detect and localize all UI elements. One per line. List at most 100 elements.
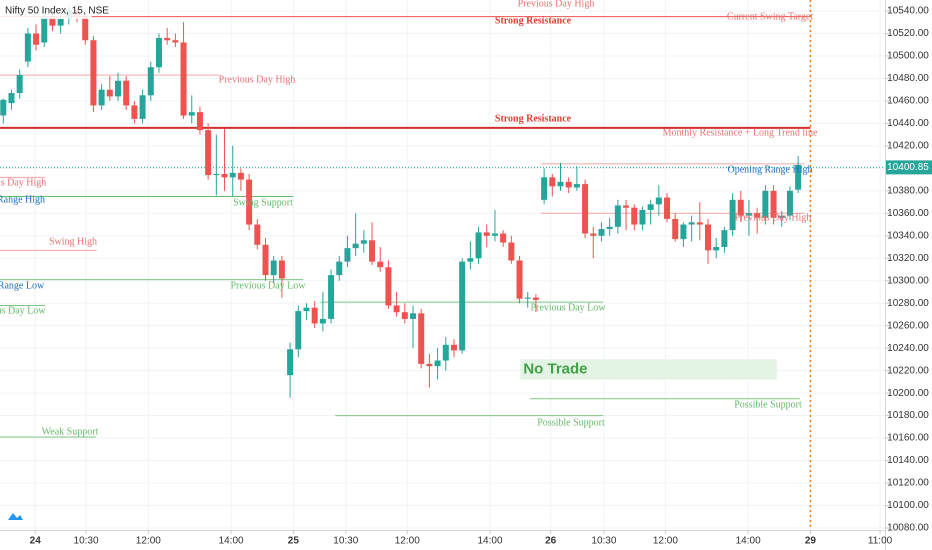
annotation-label: Possible Support [537, 417, 605, 428]
annotation-label: Monthly Resistance + Long Trend line [663, 127, 818, 138]
candle-body [639, 209, 646, 225]
candle-body [295, 311, 302, 350]
candle-body [164, 37, 171, 41]
candle-body [16, 75, 23, 94]
candle-body [762, 190, 769, 218]
y-tick-label: 10080.00 [887, 523, 929, 534]
last-price-tag [886, 160, 932, 175]
annotation-label: Previous Day High [219, 74, 296, 85]
candle-body [278, 260, 285, 279]
candle-body [287, 349, 294, 376]
candle-body [729, 199, 736, 231]
candle-body [401, 312, 408, 319]
y-tick-label: 10360.00 [887, 208, 929, 219]
annotation-label: Swing High [49, 236, 97, 247]
candle-body [647, 204, 654, 210]
candle-body [213, 173, 220, 176]
y-tick-label: 10340.00 [887, 230, 929, 241]
x-tick-label: 12:00 [136, 536, 161, 547]
zone-label: No Trade [523, 360, 587, 377]
y-tick-label: 10520.00 [887, 28, 929, 39]
y-tick-label: 10300.00 [887, 275, 929, 286]
y-tick-label: 10240.00 [887, 343, 929, 354]
candle-body [483, 232, 490, 236]
annotation-label: Strong Resistance [495, 113, 572, 124]
candle-body [57, 18, 64, 26]
candle-body [8, 93, 15, 104]
candle-body [672, 218, 679, 240]
y-tick-label: 10380.00 [887, 185, 929, 196]
annotation-label: Swing Support [233, 197, 293, 208]
candle-body [557, 181, 564, 187]
candle-body [434, 360, 441, 367]
y-tick-label: 10280.00 [887, 298, 929, 309]
axes: 10540.00 10520.00 10500.00 10480.00 10460.00… [30, 6, 932, 547]
candle-body [360, 240, 367, 244]
candle-body [590, 233, 597, 236]
x-tick-label: 12:00 [395, 536, 420, 547]
x-tick-label: 11:00 [868, 536, 893, 547]
candle-body [778, 215, 785, 218]
y-tick-label: 10480.00 [887, 73, 929, 84]
candle-body [795, 164, 802, 190]
candle-body [24, 33, 31, 62]
annotation-label: us Day High [0, 177, 46, 188]
levels [0, 0, 885, 530]
candle-body [721, 230, 728, 248]
x-tick-label: 25 [288, 536, 300, 547]
y-tick-label: 10540.00 [887, 6, 929, 17]
y-tick-label: 10460.00 [887, 96, 929, 107]
logo-mark [8, 513, 23, 520]
candle-body [385, 267, 392, 306]
time-axis-bg [0, 531, 886, 550]
candle-body [573, 184, 580, 188]
candle-body [516, 260, 523, 299]
candle-body [598, 229, 605, 236]
y-tick-label: 10100.00 [887, 500, 929, 511]
candle-body [188, 112, 195, 116]
candle-body [786, 190, 793, 216]
candle-body [246, 179, 253, 225]
candle-body [352, 243, 359, 249]
x-tick-label: 12:00 [653, 536, 678, 547]
candle-body [303, 307, 310, 312]
y-tick-label: 10500.00 [887, 51, 929, 62]
candle-body [106, 89, 113, 97]
y-tick-label: 10260.00 [887, 320, 929, 331]
candle-body [745, 213, 752, 216]
candle-body [131, 105, 138, 119]
candle-body [631, 207, 638, 225]
title-bg [0, 3, 92, 19]
candle-body [442, 344, 449, 361]
candle-body [467, 258, 474, 262]
y-tick-label: 10200.00 [887, 388, 929, 399]
candle-body [450, 344, 457, 351]
candle-body [623, 205, 630, 208]
annotation-label: Weak Support [42, 426, 99, 437]
y-tick-label: 10440.00 [887, 118, 929, 129]
candle-body [205, 130, 212, 176]
candle-body [696, 222, 703, 225]
x-tick-label: 14:00 [219, 536, 244, 547]
candle-body [0, 99, 7, 116]
candle-body [82, 15, 89, 41]
grid [0, 0, 885, 530]
annotation-label: Opening Range High [728, 164, 813, 175]
annotation-label: Range High [0, 194, 45, 205]
logo [4, 508, 26, 524]
candle-body [98, 89, 105, 106]
candle-body [237, 172, 244, 180]
candle-body [606, 226, 613, 230]
x-tick-label: 29 [805, 536, 817, 547]
candle-body [688, 222, 695, 225]
candle-body [426, 363, 433, 367]
x-tick-label: 24 [30, 536, 42, 547]
y-tick-label: 10220.00 [887, 365, 929, 376]
candle-body [459, 261, 466, 351]
candle-body [508, 242, 515, 261]
x-tick-label: 10:30 [591, 536, 616, 547]
candle-body [582, 184, 589, 234]
candle-body [196, 112, 203, 131]
